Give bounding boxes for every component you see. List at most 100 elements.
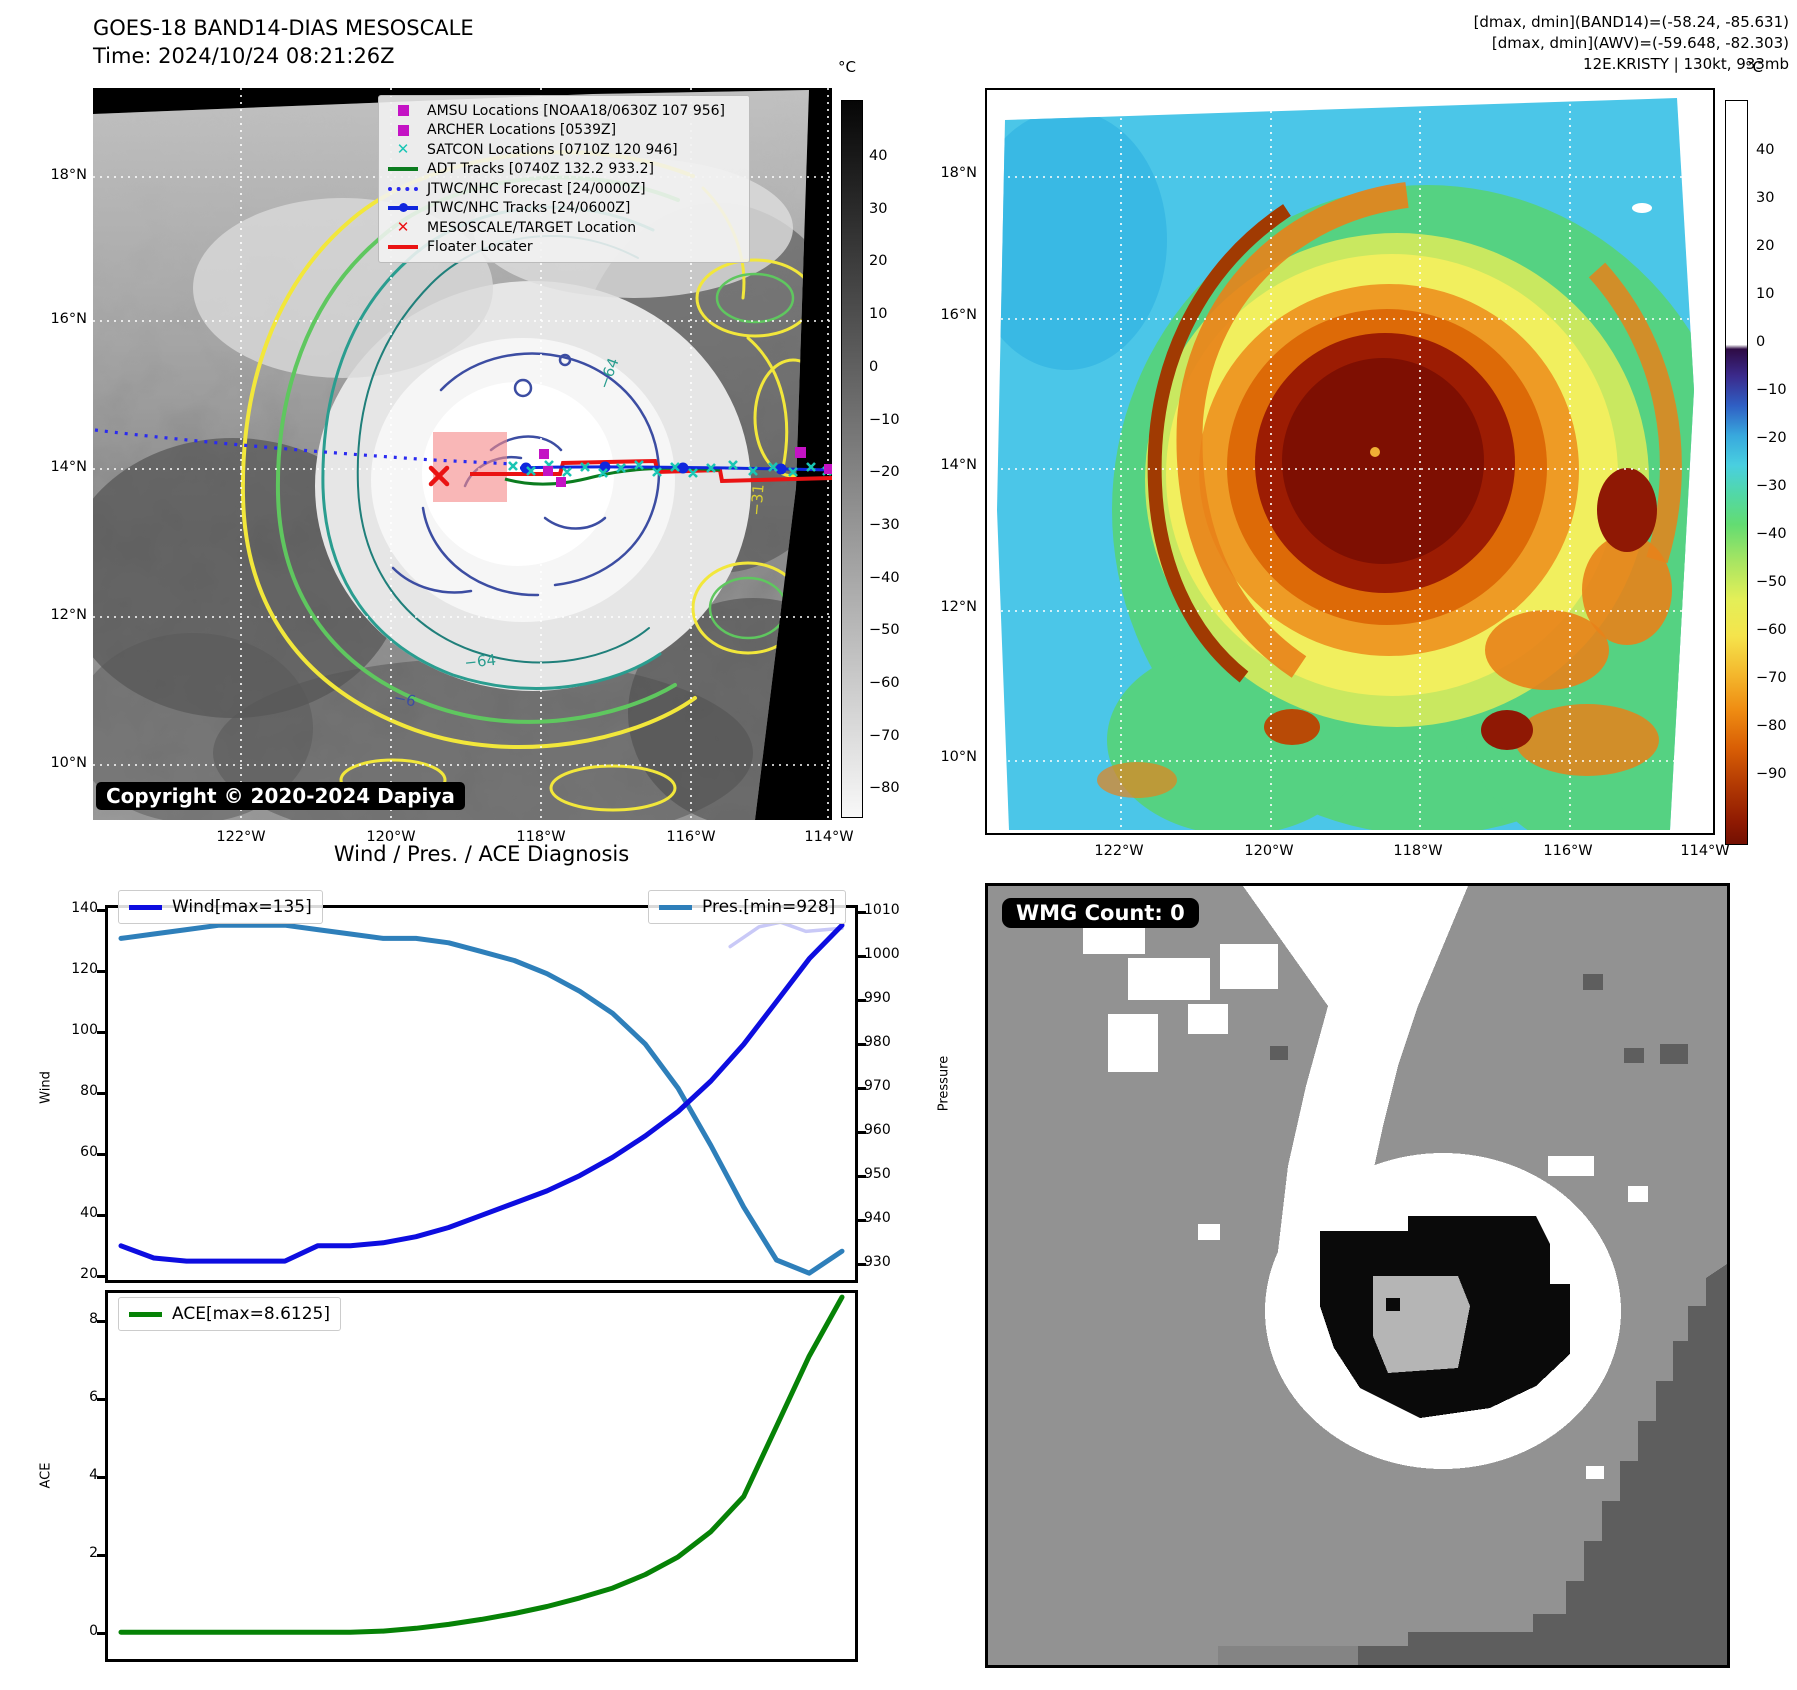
- map2-colorbar-unit: °C: [1745, 58, 1763, 76]
- charts-title: Wind / Pres. / ACE Diagnosis: [333, 842, 630, 866]
- colorbar-tick-label: −40: [1756, 526, 1787, 542]
- amsu-archer-markers: [539, 447, 832, 487]
- chart-tick-mark: [858, 1043, 866, 1046]
- chart-tick-label: 930: [864, 1254, 891, 1271]
- line-marker-icon: [388, 167, 418, 172]
- legend-item-label: ADT Tracks [0740Z 132.2 933.2]: [427, 161, 654, 178]
- pressure-legend: Pres.[min=928]: [648, 890, 847, 924]
- chart-tick-label: 0: [89, 1623, 98, 1639]
- chart-tick-label: 1000: [864, 946, 900, 963]
- square-marker-icon: [388, 105, 418, 117]
- map2-frame: [985, 88, 1715, 835]
- contour-labels: −64 −64 −31 −6: [392, 355, 768, 710]
- chart-tick-label: 2: [89, 1545, 98, 1561]
- colorbar-tick-label: −90: [1756, 766, 1787, 782]
- copyright-badge: Copyright © 2020-2024 Dapiya: [96, 782, 465, 810]
- colorbar-tick-label: −30: [1756, 478, 1787, 494]
- legend-item: ✕ MESOSCALE/TARGET Location: [388, 218, 740, 238]
- colorbar-tick-label: −10: [1756, 382, 1787, 398]
- colorbar-tick-label: −80: [869, 780, 900, 797]
- colorbar-tick-label: −70: [1756, 670, 1787, 686]
- chart-tick-label: 1010: [864, 902, 900, 918]
- ace-axis-label: ACE: [38, 1462, 54, 1489]
- map1-legend: AMSU Locations [NOAA18/0630Z 107 956] ARC…: [378, 95, 750, 263]
- page-title: GOES-18 BAND14-DIAS MESOSCALE: [93, 16, 474, 40]
- colorbar-tick-label: −40: [869, 569, 900, 586]
- chart-tick-mark: [97, 1092, 105, 1095]
- colorbar-tick-label: −70: [869, 727, 900, 744]
- chart-tick-label: 940: [864, 1210, 891, 1227]
- lat-tick-label: 14°N: [940, 457, 977, 473]
- mesoscale-target-marker: [428, 465, 450, 487]
- lat-tick-label: 18°N: [50, 167, 87, 183]
- chart-tick-label: 100: [71, 1022, 98, 1039]
- chart-tick-mark: [97, 1031, 105, 1034]
- lat-tick-label: 10°N: [940, 749, 977, 765]
- chart-tick-mark: [858, 955, 866, 958]
- forecast-track-dotted: [94, 428, 514, 466]
- legend-item: JTWC/NHC Forecast [24/0000Z]: [388, 179, 740, 199]
- svg-text:−31: −31: [747, 483, 768, 516]
- lon-tick-label: 114°W: [804, 829, 854, 845]
- legend-item-label: JTWC/NHC Forecast [24/0000Z]: [427, 180, 646, 197]
- chart-tick-mark: [97, 1632, 105, 1635]
- lon-tick-label: 114°W: [1680, 843, 1730, 859]
- lat-tick-label: 16°N: [940, 307, 977, 323]
- legend-item-label: Floater Locater: [427, 239, 533, 256]
- colorbar-tick-label: 30: [869, 200, 888, 217]
- map2-imagery: [997, 98, 1694, 830]
- wind-pressure-chart: [105, 905, 858, 1283]
- legend-item: ARCHER Locations [0539Z]: [388, 121, 740, 141]
- band14-dmax-dmin: [dmax, dmin](BAND14)=(-58.24, -85.631): [1473, 13, 1789, 31]
- lat-tick-label: 10°N: [50, 755, 87, 771]
- wmg-count-badge: WMG Count: 0: [1002, 898, 1199, 928]
- colorbar-tick-label: 20: [869, 253, 888, 270]
- lon-tick-label: 122°W: [1094, 843, 1144, 859]
- colorbar-tick-label: 40: [869, 148, 888, 164]
- chart-tick-label: 140: [71, 900, 98, 916]
- wind-legend-label: Wind[max=135]: [172, 897, 312, 917]
- chart-tick-mark: [97, 970, 105, 973]
- colorbar-tick-label: −20: [869, 464, 900, 481]
- colorbar-tick-label: 20: [1756, 238, 1775, 254]
- colorbar-tick-label: −60: [1756, 622, 1787, 638]
- timestamp: Time: 2024/10/24 08:21:26Z: [93, 44, 395, 68]
- awv-dmax-dmin: [dmax, dmin](AWV)=(-59.648, -82.303): [1491, 34, 1789, 52]
- chart-tick-label: 80: [80, 1083, 98, 1100]
- chart-tick-mark: [97, 909, 105, 912]
- lat-tick-label: 18°N: [940, 165, 977, 181]
- map1-colorbar: [841, 100, 863, 818]
- wind-axis-label: Wind: [38, 1071, 54, 1104]
- colorbar-tick-label: 10: [1756, 286, 1775, 302]
- chart-tick-mark: [858, 1131, 866, 1134]
- lon-tick-label: 118°W: [516, 829, 566, 845]
- chart-tick-label: 950: [864, 1166, 891, 1183]
- chart-tick-mark: [858, 1263, 866, 1266]
- chart-tick-mark: [858, 1219, 866, 1222]
- chart-tick-mark: [858, 1087, 866, 1090]
- lat-tick-label: 12°N: [940, 599, 977, 615]
- legend-item-label: JTWC/NHC Tracks [24/0600Z]: [427, 200, 631, 217]
- wmg-map: [988, 886, 1727, 1665]
- pressure-legend-swatch: [659, 904, 692, 910]
- colorbar-tick-label: −30: [869, 516, 900, 533]
- square-marker-icon: [388, 124, 418, 136]
- lat-tick-label: 16°N: [50, 311, 87, 327]
- wmg-frame: [985, 883, 1730, 1668]
- chart-tick-mark: [97, 1320, 105, 1323]
- lat-tick-label: 14°N: [50, 459, 87, 475]
- legend-item-label: MESOSCALE/TARGET Location: [427, 219, 637, 236]
- chart-tick-mark: [97, 1153, 105, 1156]
- lat-tick-label: 12°N: [50, 607, 87, 623]
- legend-item: Floater Locater: [388, 238, 740, 258]
- legend-item: ADT Tracks [0740Z 132.2 933.2]: [388, 160, 740, 180]
- lon-tick-label: 116°W: [666, 829, 716, 845]
- svg-text:−64: −64: [464, 651, 497, 672]
- chart-tick-mark: [97, 1476, 105, 1479]
- pressure-legend-label: Pres.[min=928]: [702, 897, 836, 917]
- mesoscale-target-box: [433, 432, 507, 502]
- storm-eye: [1370, 447, 1380, 457]
- chart-tick-label: 20: [80, 1266, 98, 1283]
- chart-tick-mark: [858, 1175, 866, 1178]
